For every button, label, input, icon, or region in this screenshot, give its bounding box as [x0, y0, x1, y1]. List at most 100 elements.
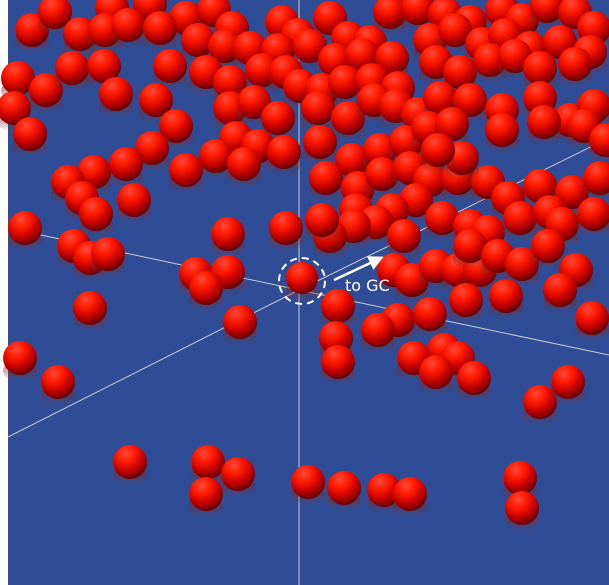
- star-sphere: [237, 85, 271, 119]
- star-sphere: [577, 197, 609, 231]
- star-sphere: [199, 139, 233, 173]
- star-sphere: [303, 125, 337, 159]
- star-sphere: [503, 461, 537, 495]
- star-sphere: [309, 161, 343, 195]
- star-sphere: [457, 361, 491, 395]
- highlight-ring: [278, 257, 326, 305]
- star-sphere: [328, 65, 362, 99]
- star-sphere: [139, 83, 173, 117]
- star-sphere: [489, 279, 523, 313]
- star-sphere: [503, 201, 537, 235]
- star-sphere: [327, 471, 361, 505]
- star-sphere: [293, 29, 327, 63]
- star-sphere: [135, 131, 169, 165]
- star-sphere: [365, 157, 399, 191]
- star-sphere: [321, 289, 355, 323]
- star-sphere: [87, 49, 121, 83]
- star-sphere: [261, 101, 295, 135]
- sphere-field: [0, 0, 609, 532]
- star-sphere: [449, 283, 483, 317]
- star-sphere: [291, 465, 325, 499]
- star-sphere: [38, 0, 72, 29]
- star-sphere: [99, 77, 133, 111]
- star-sphere: [113, 445, 147, 479]
- star-sphere: [73, 291, 107, 325]
- star-sphere: [0, 91, 31, 125]
- sun-sphere: [286, 262, 318, 294]
- star-sphere: [111, 8, 145, 42]
- star-sphere: [401, 0, 435, 25]
- direction-arrow: [333, 256, 384, 282]
- star-sphere: [221, 457, 255, 491]
- star-sphere: [213, 65, 247, 99]
- star-sphere: [393, 477, 427, 511]
- star-sphere: [453, 229, 487, 263]
- star-sphere: [181, 23, 215, 57]
- star-sphere: [523, 169, 557, 203]
- star-sphere: [8, 211, 42, 245]
- star-sphere: [331, 101, 365, 135]
- star-sphere: [438, 13, 472, 47]
- star-sphere: [443, 55, 477, 89]
- star-sphere: [189, 271, 223, 305]
- star-sphere: [505, 491, 539, 525]
- star-sphere: [375, 41, 409, 75]
- star-sphere: [387, 219, 421, 253]
- star-sphere: [589, 123, 609, 157]
- star-sphere: [208, 29, 242, 63]
- star-sphere: [543, 273, 577, 307]
- star-sphere: [13, 117, 47, 151]
- star-sphere: [423, 81, 457, 115]
- star-sphere: [531, 229, 565, 263]
- star-sphere: [143, 11, 177, 45]
- star-sphere: [373, 0, 407, 29]
- star-sphere: [523, 385, 557, 419]
- star-sphere: [77, 155, 111, 189]
- star-sphere: [1, 61, 35, 95]
- star-sphere: [109, 147, 143, 181]
- star-sphere: [79, 197, 113, 231]
- star-sphere: [169, 153, 203, 187]
- star-sphere: [211, 217, 245, 251]
- star-sphere: [223, 305, 257, 339]
- star-sphere: [575, 301, 609, 335]
- star-sphere: [29, 73, 63, 107]
- star-sphere: [421, 133, 455, 167]
- star-sphere: [527, 105, 561, 139]
- star-sphere: [555, 175, 589, 209]
- star-sphere: [117, 183, 151, 217]
- star-sphere: [335, 143, 369, 177]
- star-sphere: [505, 247, 539, 281]
- star-sphere: [485, 113, 519, 147]
- direction-label: to GC: [345, 276, 390, 295]
- star-sphere: [159, 109, 193, 143]
- star-sphere: [558, 47, 592, 81]
- star-sphere: [321, 345, 355, 379]
- star-sphere: [413, 297, 447, 331]
- star-sphere: [189, 477, 223, 511]
- star-sphere: [367, 473, 401, 507]
- star-sphere: [41, 365, 75, 399]
- star-sphere: [267, 135, 301, 169]
- star-sphere: [55, 51, 89, 85]
- star-sphere: [361, 313, 395, 347]
- star-sphere: [530, 0, 564, 23]
- star-sphere: [453, 83, 487, 117]
- star-sphere: [91, 237, 125, 271]
- star-sphere: [551, 365, 585, 399]
- star-sphere: [301, 91, 335, 125]
- star-sphere: [191, 445, 225, 479]
- sun-marker: [278, 257, 326, 305]
- star-sphere: [269, 211, 303, 245]
- star-sphere: [583, 161, 609, 195]
- star-sphere: [419, 355, 453, 389]
- star-sphere: [425, 201, 459, 235]
- star-sphere: [435, 107, 469, 141]
- star-sphere: [305, 203, 339, 237]
- star-sphere: [153, 49, 187, 83]
- star-sphere: [3, 341, 37, 375]
- axis-diagonal-left: [7, 227, 300, 291]
- star-sphere: [227, 147, 261, 181]
- star-sphere: [523, 51, 557, 85]
